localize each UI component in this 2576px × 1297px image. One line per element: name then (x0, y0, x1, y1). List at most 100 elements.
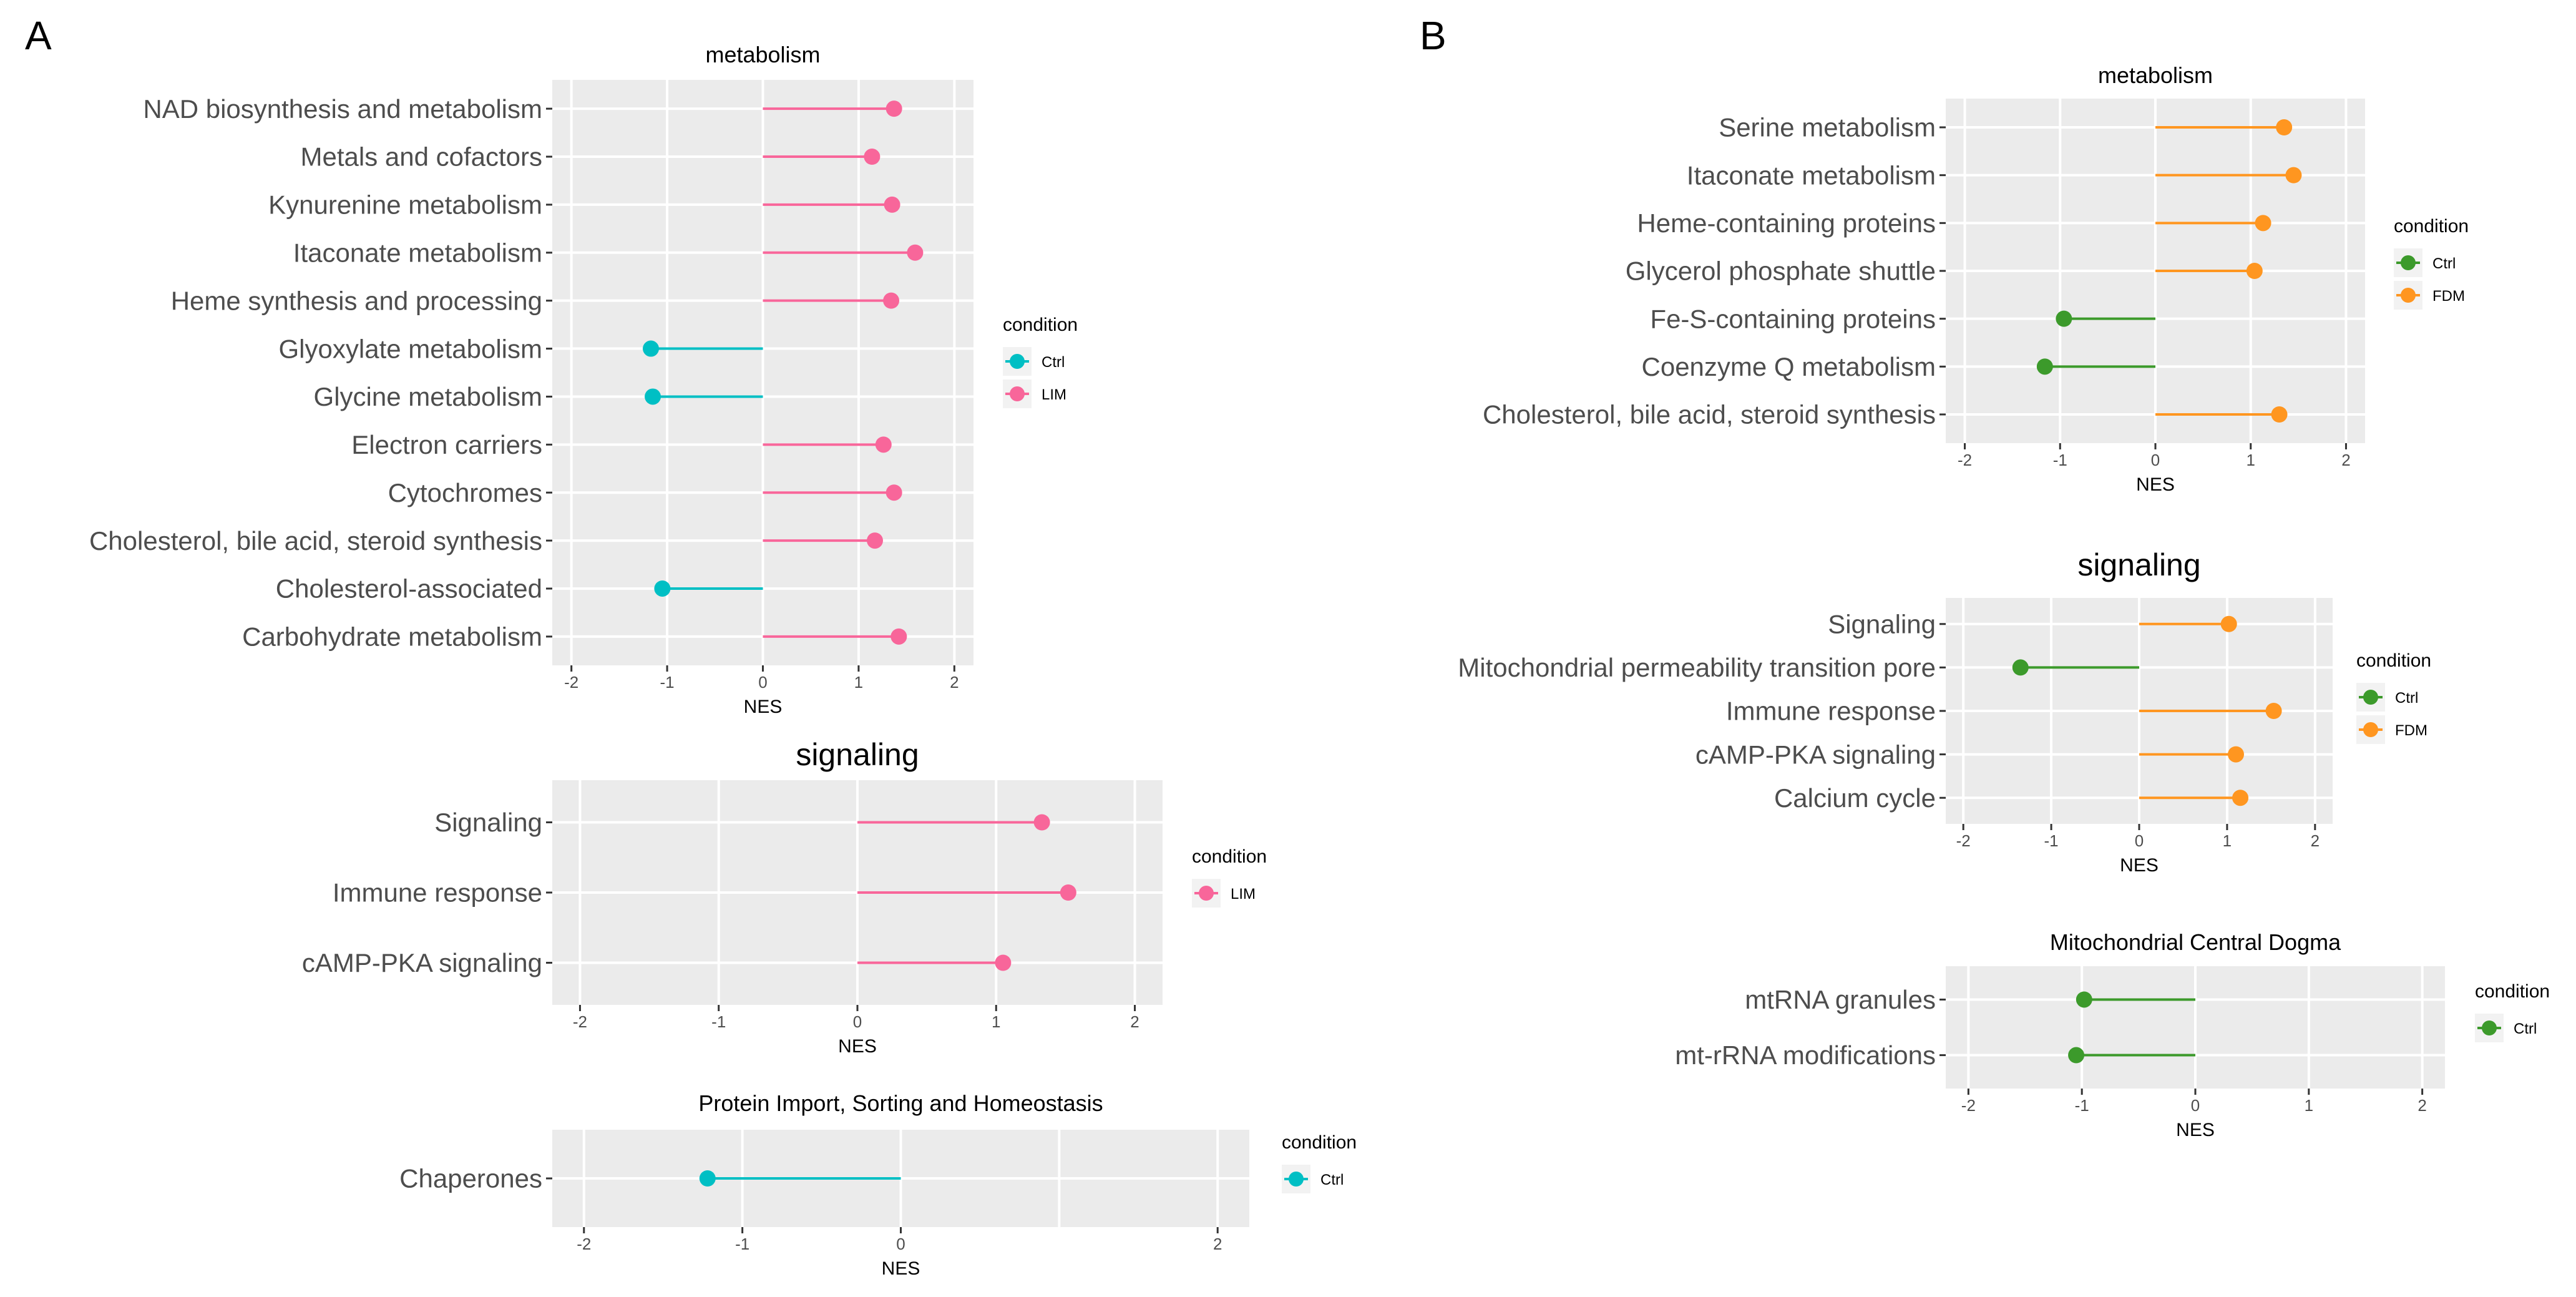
legend: condition Ctrl FDM (2356, 650, 2431, 744)
legend-key-point (1199, 886, 1214, 901)
lollipop-point (2012, 659, 2029, 676)
x-tick-label: 2 (2341, 451, 2350, 469)
x-tick-label: -2 (1956, 831, 1971, 850)
x-tick-label: 1 (992, 1012, 1000, 1031)
chart-a-0: metabolism NAD biosynthesis and metabolis… (89, 42, 1078, 717)
y-tick-label: Signaling (1828, 609, 1936, 639)
legend-title: condition (2356, 650, 2431, 671)
legend-entry-label: LIM (1042, 386, 1066, 403)
legend-key-point (1010, 386, 1025, 401)
chart-a-2: Protein Import, Sorting and Homeostasis C… (399, 1090, 1357, 1279)
y-tick-label: Carbohydrate metabolism (242, 622, 542, 652)
lollipop-point (654, 580, 671, 597)
y-tick-label: Immune response (333, 878, 542, 908)
lollipop-point (2255, 215, 2271, 232)
lollipop-point (1060, 884, 1076, 901)
x-axis-label: NES (744, 697, 783, 717)
lollipop-point (699, 1170, 716, 1187)
x-tick-label: 1 (2223, 831, 2232, 850)
chart-b-3: metabolism Serine metabolism Itaconate met… (1483, 62, 2469, 495)
y-tick-label: Glycine metabolism (314, 382, 542, 411)
y-tick-label: Calcium cycle (1774, 783, 1936, 813)
x-axis-label: NES (882, 1258, 920, 1279)
x-tick-label: 0 (896, 1235, 905, 1253)
x-tick-label: 2 (950, 673, 959, 692)
legend: condition Ctrl LIM (1003, 315, 1078, 408)
chart-title: signaling (796, 737, 919, 772)
x-tick-label: -2 (577, 1235, 591, 1253)
x-tick-label: -2 (1958, 451, 1972, 469)
lollipop-point (2246, 263, 2263, 279)
y-tick-label: Signaling (434, 808, 542, 837)
x-tick-label: 1 (2246, 451, 2255, 469)
x-tick-label: 0 (2135, 831, 2144, 850)
legend-title: condition (2475, 981, 2550, 1002)
x-axis-label: NES (2136, 474, 2175, 495)
legend-entry-label: Ctrl (2395, 690, 2418, 707)
legend-entry-label: FDM (2432, 288, 2465, 305)
x-tick-label: -1 (2044, 831, 2059, 850)
legend: condition Ctrl (2475, 981, 2550, 1042)
lollipop-point (2056, 310, 2072, 327)
legend-title: condition (1003, 315, 1078, 335)
y-tick-label: Glyoxylate metabolism (279, 334, 542, 363)
lollipop-point (866, 532, 883, 549)
x-axis-label: NES (838, 1036, 877, 1057)
chart-title: signaling (2077, 547, 2200, 582)
legend-key-point (2401, 288, 2416, 303)
x-tick-label: 2 (1213, 1235, 1222, 1253)
legend-entry-label: Ctrl (2514, 1020, 2537, 1037)
legend: condition Ctrl FDM (2394, 216, 2469, 310)
legend: condition LIM (1192, 846, 1267, 908)
legend-entry-label: Ctrl (1320, 1172, 1344, 1188)
y-tick-label: Heme-containing proteins (1637, 208, 1936, 238)
legend-entry-label: LIM (1231, 886, 1256, 903)
chart-b-4: signaling Signaling Mitochondrial permeabi… (1458, 547, 2431, 876)
legend-entry-label: Ctrl (1042, 354, 1065, 371)
y-tick-label: Cholesterol-associated (276, 574, 542, 604)
lollipop-point (2285, 167, 2302, 184)
x-axis-label: NES (2176, 1120, 2215, 1140)
lollipop-point (883, 292, 900, 309)
legend: condition Ctrl (1282, 1132, 1357, 1193)
lollipop-point (2068, 1047, 2085, 1064)
lollipop-point (886, 100, 902, 117)
lollipop-point (1033, 814, 1050, 831)
lollipop-point (2276, 119, 2293, 135)
x-tick-label: 0 (758, 673, 767, 692)
x-tick-label: 2 (1130, 1012, 1139, 1031)
lollipop-point (995, 954, 1012, 971)
panel-label-b: B (1420, 13, 1447, 58)
lollipop-point (2036, 358, 2053, 375)
x-tick-label: -1 (2075, 1096, 2089, 1115)
y-tick-label: cAMP-PKA signaling (1695, 740, 1936, 769)
x-tick-label: -2 (564, 673, 578, 692)
y-tick-label: Cytochromes (388, 478, 542, 507)
lollipop-point (907, 244, 924, 261)
x-tick-label: 0 (2151, 451, 2160, 469)
chart-b-5: Mitochondrial Central Dogma mtRNA granule… (1675, 929, 2550, 1140)
legend-key-point (2363, 722, 2378, 737)
chart-title: metabolism (2098, 62, 2213, 88)
y-tick-label: Metals and cofactors (300, 142, 542, 172)
lollipop-point (864, 149, 881, 165)
x-tick-label: -1 (2053, 451, 2067, 469)
legend-title: condition (2394, 216, 2469, 237)
x-tick-label: -1 (660, 673, 675, 692)
y-tick-label: Immune response (1726, 697, 1936, 726)
panel-label-a: A (25, 13, 52, 58)
y-tick-label: mtRNA granules (1745, 985, 1936, 1014)
y-tick-label: Heme synthesis and processing (171, 286, 542, 315)
y-tick-label: NAD biosynthesis and metabolism (143, 94, 542, 124)
y-tick-label: Coenzyme Q metabolism (1642, 352, 1936, 381)
chart-title: Mitochondrial Central Dogma (2050, 929, 2341, 955)
lollipop-point (890, 628, 907, 645)
lollipop-point (884, 196, 900, 213)
x-tick-label: 1 (854, 673, 863, 692)
chart-a-1: signaling Signaling Immune response cAMP-PK… (302, 737, 1267, 1057)
x-tick-label: 2 (2311, 831, 2320, 850)
y-tick-label: Cholesterol, bile acid, steroid synthesi… (89, 526, 542, 556)
lollipop-point (875, 436, 892, 453)
chart-title: Protein Import, Sorting and Homeostasis (698, 1090, 1103, 1116)
lollipop-point (2271, 406, 2288, 423)
